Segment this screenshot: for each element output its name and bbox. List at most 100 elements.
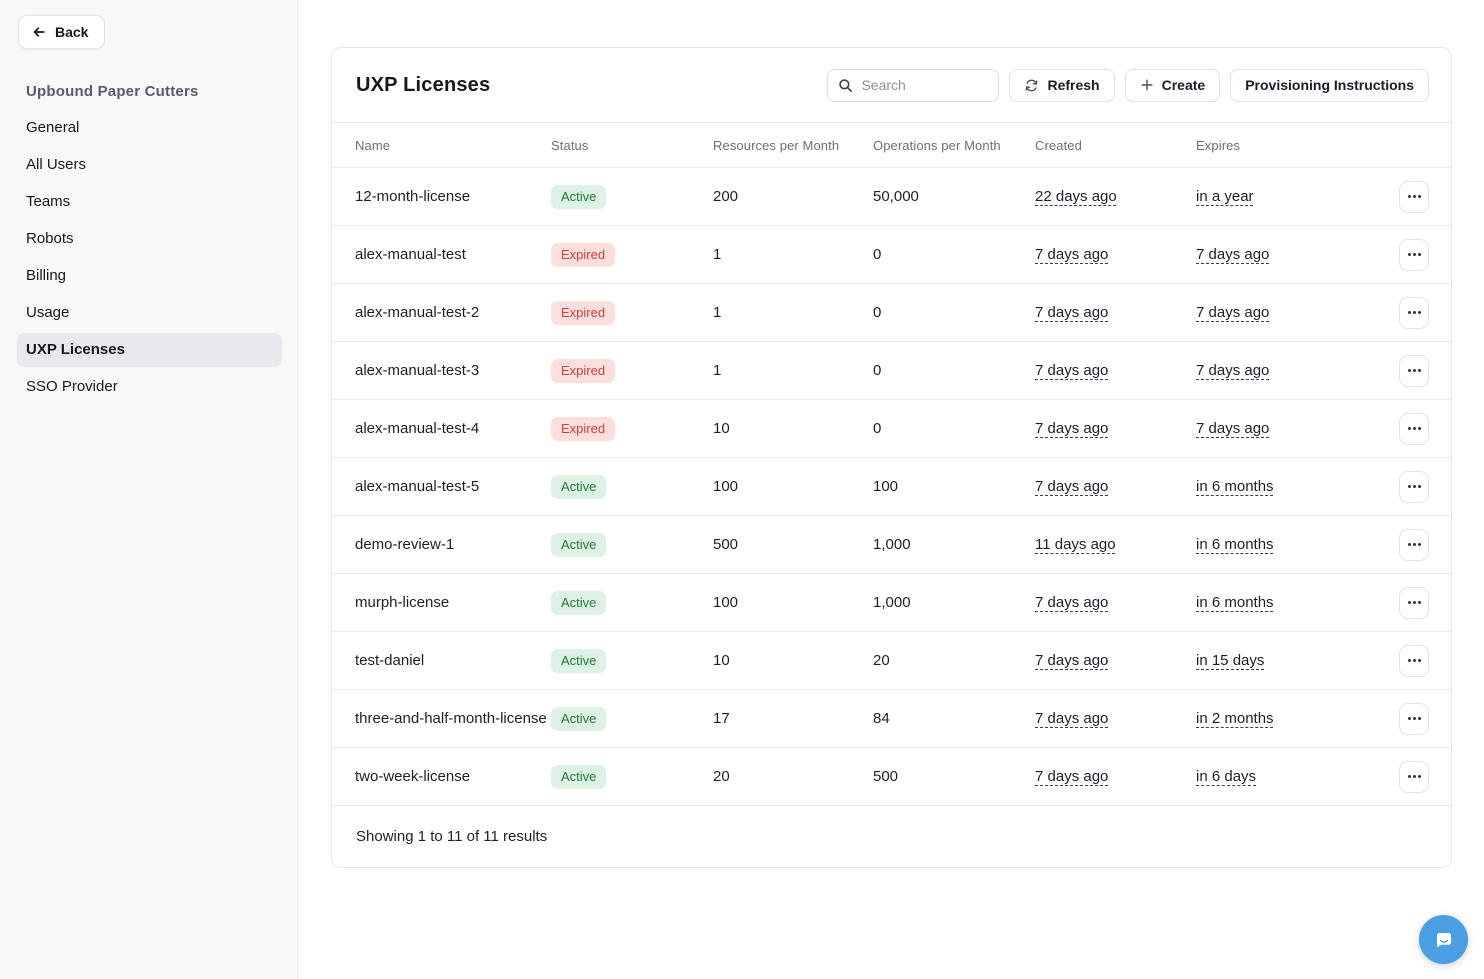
table-body: 12-month-license Active 200 50,000 22 da… xyxy=(332,167,1451,806)
ellipsis-icon xyxy=(1407,427,1411,430)
row-menu-button[interactable] xyxy=(1399,296,1429,329)
license-name: two-week-license xyxy=(332,747,551,806)
expires-value[interactable]: 7 days ago xyxy=(1196,362,1270,379)
ellipsis-icon xyxy=(1407,311,1411,314)
sidebar-item-robots[interactable]: Robots xyxy=(26,230,74,247)
expires-value[interactable]: in 15 days xyxy=(1196,652,1265,669)
table-row: test-daniel Active 10 20 7 days ago in 1… xyxy=(332,631,1451,690)
row-menu-button[interactable] xyxy=(1399,238,1429,271)
expires-value[interactable]: in 2 months xyxy=(1196,710,1274,727)
expires-value[interactable]: in 6 months xyxy=(1196,594,1274,611)
table-header: Name Status Resources per Month Operatio… xyxy=(332,122,1451,168)
refresh-icon xyxy=(1024,78,1039,93)
status-badge: Active xyxy=(551,474,607,499)
row-menu-button[interactable] xyxy=(1399,644,1429,677)
create-button[interactable]: Create xyxy=(1124,68,1221,102)
created-value[interactable]: 11 days ago xyxy=(1035,536,1116,553)
table-row: alex-manual-test Expired 1 0 7 days ago … xyxy=(332,225,1451,284)
operations-per-month-value: 84 xyxy=(873,689,1035,748)
status-badge: Active xyxy=(551,590,607,615)
created-value[interactable]: 22 days ago xyxy=(1035,188,1117,205)
toolbar: Refresh Create Provisioning Instructions xyxy=(827,68,1429,102)
ellipsis-icon xyxy=(1407,195,1411,198)
operations-per-month-value: 50,000 xyxy=(873,167,1035,226)
sidebar-item-billing[interactable]: Billing xyxy=(26,267,67,284)
expires-value[interactable]: 7 days ago xyxy=(1196,246,1270,263)
created-value[interactable]: 7 days ago xyxy=(1035,362,1109,379)
table-row: alex-manual-test-4 Expired 10 0 7 days a… xyxy=(332,399,1451,458)
row-menu-button[interactable] xyxy=(1399,412,1429,445)
expires-value[interactable]: in 6 days xyxy=(1196,768,1257,785)
row-menu-button[interactable] xyxy=(1399,586,1429,619)
license-name: demo-review-1 xyxy=(332,515,551,574)
license-name: three-and-half-month-license xyxy=(332,689,551,748)
chat-launcher-button[interactable] xyxy=(1419,915,1468,964)
row-menu-button[interactable] xyxy=(1399,760,1429,793)
expires-value[interactable]: 7 days ago xyxy=(1196,420,1270,437)
operations-per-month-value: 0 xyxy=(873,283,1035,342)
expires-value[interactable]: 7 days ago xyxy=(1196,304,1270,321)
table-row: alex-manual-test-2 Expired 1 0 7 days ag… xyxy=(332,283,1451,342)
row-menu-button[interactable] xyxy=(1399,180,1429,213)
resources-per-month-value: 17 xyxy=(713,689,873,748)
refresh-button-label: Refresh xyxy=(1047,77,1100,93)
sidebar: Back Upbound Paper Cutters General All U… xyxy=(0,0,298,979)
search-input[interactable] xyxy=(827,68,1000,102)
expires-value[interactable]: in a year xyxy=(1196,188,1254,205)
column-header-actions xyxy=(1379,122,1451,168)
created-value[interactable]: 7 days ago xyxy=(1035,420,1109,437)
back-button-label: Back xyxy=(55,24,89,40)
created-value[interactable]: 7 days ago xyxy=(1035,246,1109,263)
licenses-table: Name Status Resources per Month Operatio… xyxy=(332,122,1451,806)
expires-value[interactable]: in 6 months xyxy=(1196,536,1274,553)
license-name: alex-manual-test-2 xyxy=(332,283,551,342)
created-value[interactable]: 7 days ago xyxy=(1035,478,1109,495)
table-row: two-week-license Active 20 500 7 days ag… xyxy=(332,747,1451,806)
status-badge: Expired xyxy=(551,358,616,383)
resources-per-month-value: 20 xyxy=(713,747,873,806)
license-name: alex-manual-test-4 xyxy=(332,399,551,458)
resources-per-month-value: 1 xyxy=(713,225,873,284)
ellipsis-icon xyxy=(1407,775,1411,778)
table-row: 12-month-license Active 200 50,000 22 da… xyxy=(332,167,1451,226)
sidebar-item-uxp-licenses[interactable]: UXP Licenses xyxy=(17,333,282,367)
sidebar-item-general[interactable]: General xyxy=(26,119,80,136)
created-value[interactable]: 7 days ago xyxy=(1035,304,1109,321)
table-row: murph-license Active 100 1,000 7 days ag… xyxy=(332,573,1451,632)
provisioning-instructions-button[interactable]: Provisioning Instructions xyxy=(1230,68,1429,102)
license-name: alex-manual-test-5 xyxy=(332,457,551,516)
row-menu-button[interactable] xyxy=(1399,470,1429,503)
back-button[interactable]: Back xyxy=(18,15,106,49)
status-badge: Expired xyxy=(551,416,616,441)
resources-per-month-value: 10 xyxy=(713,631,873,690)
ellipsis-icon xyxy=(1407,601,1411,604)
refresh-button[interactable]: Refresh xyxy=(1009,68,1115,102)
table-row: demo-review-1 Active 500 1,000 11 days a… xyxy=(332,515,1451,574)
created-value[interactable]: 7 days ago xyxy=(1035,710,1109,727)
resources-per-month-value: 200 xyxy=(713,167,873,226)
resources-per-month-value: 1 xyxy=(713,283,873,342)
created-value[interactable]: 7 days ago xyxy=(1035,594,1109,611)
row-menu-button[interactable] xyxy=(1399,702,1429,735)
sidebar-item-sso-provider[interactable]: SSO Provider xyxy=(26,378,118,395)
resources-per-month-value: 100 xyxy=(713,457,873,516)
ellipsis-icon xyxy=(1407,485,1411,488)
column-header-operations: Operations per Month xyxy=(873,122,1035,168)
search-wrap xyxy=(827,68,1000,102)
provisioning-instructions-label: Provisioning Instructions xyxy=(1245,77,1414,93)
created-value[interactable]: 7 days ago xyxy=(1035,652,1109,669)
table-row: three-and-half-month-license Active 17 8… xyxy=(332,689,1451,748)
org-title: Upbound Paper Cutters xyxy=(26,83,199,100)
sidebar-item-teams[interactable]: Teams xyxy=(26,193,71,210)
row-menu-button[interactable] xyxy=(1399,354,1429,387)
column-header-expires: Expires xyxy=(1196,122,1379,168)
status-badge: Active xyxy=(551,648,607,673)
created-value[interactable]: 7 days ago xyxy=(1035,768,1109,785)
operations-per-month-value: 0 xyxy=(873,341,1035,400)
sidebar-item-all-users[interactable]: All Users xyxy=(26,156,87,173)
row-menu-button[interactable] xyxy=(1399,528,1429,561)
sidebar-item-usage[interactable]: Usage xyxy=(26,304,70,321)
expires-value[interactable]: in 6 months xyxy=(1196,478,1274,495)
column-header-name: Name xyxy=(332,122,551,168)
operations-per-month-value: 1,000 xyxy=(873,515,1035,574)
